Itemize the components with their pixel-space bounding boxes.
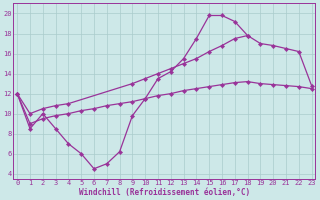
X-axis label: Windchill (Refroidissement éolien,°C): Windchill (Refroidissement éolien,°C) [79, 188, 250, 197]
